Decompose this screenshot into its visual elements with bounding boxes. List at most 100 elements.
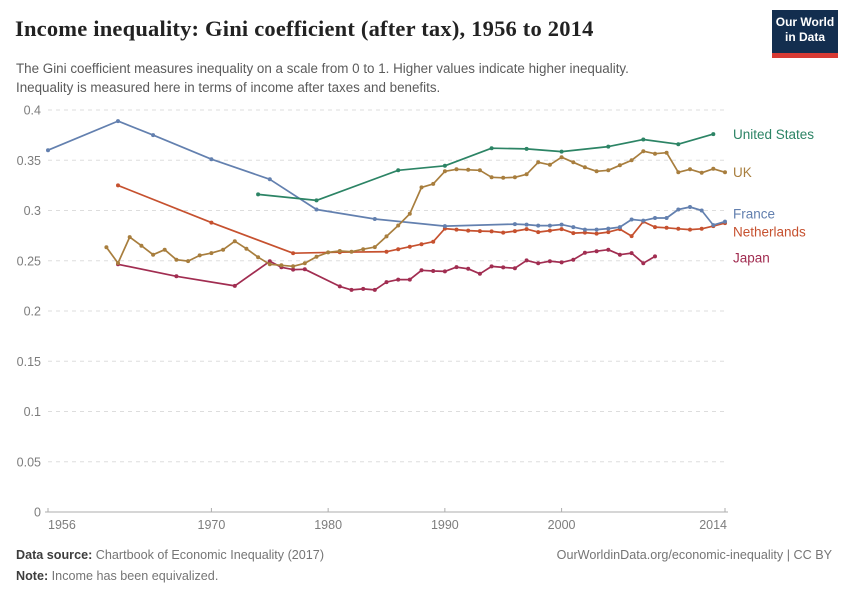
data-point-uk-1969 bbox=[197, 253, 202, 258]
data-point-france-2008 bbox=[653, 216, 657, 220]
data-point-netherlands-2001 bbox=[571, 231, 576, 236]
data-point-france-1962 bbox=[116, 119, 120, 124]
x-tick-label-1990: 1990 bbox=[431, 518, 459, 532]
data-point-uk-1964 bbox=[139, 243, 144, 248]
x-tick-label-1980: 1980 bbox=[314, 518, 342, 532]
data-point-united-states-2013 bbox=[711, 132, 716, 137]
data-point-netherlands-1998 bbox=[536, 230, 541, 235]
data-point-france-2003 bbox=[594, 227, 599, 232]
data-point-uk-1997 bbox=[524, 172, 529, 177]
data-point-uk-1963 bbox=[127, 235, 132, 240]
data-point-uk-1983 bbox=[361, 247, 366, 252]
data-point-japan-1987 bbox=[407, 277, 412, 282]
data-point-uk-1979 bbox=[314, 254, 319, 259]
data-point-netherlands-2011 bbox=[688, 227, 692, 232]
data-source-label: Data source: bbox=[16, 548, 93, 562]
data-point-netherlands-1977 bbox=[291, 251, 296, 256]
data-point-united-states-1997 bbox=[524, 146, 529, 151]
data-point-france-1956 bbox=[46, 148, 50, 153]
data-point-japan-1991 bbox=[454, 265, 459, 270]
data-point-netherlands-1995 bbox=[501, 230, 506, 235]
data-point-uk-2002 bbox=[582, 165, 587, 170]
data-point-uk-1968 bbox=[186, 259, 191, 264]
data-point-netherlands-1988 bbox=[419, 242, 424, 247]
data-point-japan-1985 bbox=[384, 280, 389, 285]
data-point-japan-1996 bbox=[512, 266, 517, 271]
data-point-netherlands-1970 bbox=[209, 220, 214, 225]
data-point-japan-1994 bbox=[489, 264, 494, 269]
data-point-japan-2007 bbox=[641, 261, 646, 266]
data-point-japan-1981 bbox=[337, 284, 342, 289]
data-point-netherlands-2009 bbox=[664, 225, 669, 230]
data-point-france-2014 bbox=[723, 219, 727, 224]
x-tick-label-1956: 1956 bbox=[48, 518, 76, 532]
series-label-japan[interactable]: Japan bbox=[733, 251, 770, 266]
y-tick-label-0.2: 0.2 bbox=[24, 305, 41, 319]
data-point-netherlands-1999 bbox=[547, 228, 552, 233]
data-point-france-1975 bbox=[267, 177, 272, 182]
data-point-uk-2014 bbox=[723, 170, 727, 175]
data-point-netherlands-1994 bbox=[489, 229, 494, 234]
series-label-france[interactable]: France bbox=[733, 207, 775, 222]
data-point-netherlands-1991 bbox=[454, 227, 459, 232]
data-point-netherlands-1996 bbox=[512, 229, 517, 234]
series-label-united-states[interactable]: United States bbox=[733, 127, 814, 142]
data-point-uk-1995 bbox=[501, 175, 506, 180]
data-point-japan-1992 bbox=[466, 266, 471, 271]
data-point-france-1997 bbox=[524, 222, 529, 227]
y-tick-label-0.1: 0.1 bbox=[24, 405, 41, 419]
data-point-united-states-1990 bbox=[442, 163, 447, 168]
data-point-france-2012 bbox=[699, 208, 704, 213]
data-point-japan-1986 bbox=[396, 277, 401, 282]
series-line-united-states bbox=[258, 133, 714, 202]
owid-logo[interactable]: Our World in Data bbox=[772, 10, 838, 58]
data-point-uk-1967 bbox=[174, 257, 179, 262]
data-point-japan-1999 bbox=[547, 259, 552, 264]
data-point-uk-1974 bbox=[256, 255, 261, 260]
data-point-uk-2001 bbox=[571, 160, 576, 165]
data-point-netherlands-2000 bbox=[559, 227, 564, 232]
data-point-united-states-2007 bbox=[641, 137, 646, 142]
data-point-united-states-2004 bbox=[606, 144, 611, 149]
data-point-france-2001 bbox=[571, 225, 576, 230]
data-point-netherlands-1997 bbox=[524, 227, 529, 232]
data-point-france-2004 bbox=[606, 226, 611, 231]
data-point-france-2009 bbox=[664, 216, 669, 220]
owid-link[interactable]: OurWorldinData.org/economic-inequality |… bbox=[556, 548, 832, 562]
data-point-uk-2005 bbox=[617, 163, 622, 168]
data-point-netherlands-1993 bbox=[477, 229, 482, 234]
x-tick-label-1970: 1970 bbox=[198, 518, 226, 532]
data-point-netherlands-2004 bbox=[606, 230, 611, 235]
series-label-netherlands[interactable]: Netherlands bbox=[733, 225, 806, 240]
data-point-netherlands-1989 bbox=[431, 239, 436, 244]
data-point-united-states-1994 bbox=[489, 146, 494, 151]
data-point-uk-1966 bbox=[162, 247, 167, 252]
data-point-france-2006 bbox=[629, 217, 634, 222]
data-point-france-1970 bbox=[209, 157, 214, 162]
data-point-netherlands-1987 bbox=[407, 244, 412, 249]
data-point-japan-2008 bbox=[653, 254, 657, 259]
data-point-uk-2012 bbox=[699, 170, 704, 175]
data-point-uk-1984 bbox=[372, 245, 377, 250]
x-tick-label-2000: 2000 bbox=[548, 518, 576, 532]
data-point-uk-1988 bbox=[419, 185, 424, 190]
data-point-japan-1983 bbox=[361, 286, 366, 291]
note-line: Note: Income has been equivalized. bbox=[16, 569, 218, 583]
data-point-france-2013 bbox=[711, 223, 716, 228]
data-source-value: Chartbook of Economic Inequality (2017) bbox=[92, 548, 325, 562]
data-point-uk-1989 bbox=[431, 181, 436, 186]
data-point-uk-1973 bbox=[244, 246, 249, 251]
y-tick-label-0.05: 0.05 bbox=[17, 455, 41, 469]
data-point-france-2005 bbox=[617, 225, 622, 230]
series-label-uk[interactable]: UK bbox=[733, 165, 752, 180]
data-point-uk-1987 bbox=[407, 211, 412, 216]
data-point-uk-1976 bbox=[279, 263, 284, 268]
line-chart-canvas: 0 0.05 0.1 0.15 0.2 0.25 0.3 0.35 0.4 1956 1970 198… bbox=[17, 104, 815, 533]
data-point-uk-1992 bbox=[466, 167, 471, 172]
data-point-japan-2004 bbox=[606, 247, 611, 252]
data-point-uk-1996 bbox=[512, 175, 517, 180]
data-point-japan-1998 bbox=[536, 261, 541, 266]
data-point-japan-1984 bbox=[372, 287, 377, 292]
data-point-japan-2001 bbox=[571, 257, 576, 262]
